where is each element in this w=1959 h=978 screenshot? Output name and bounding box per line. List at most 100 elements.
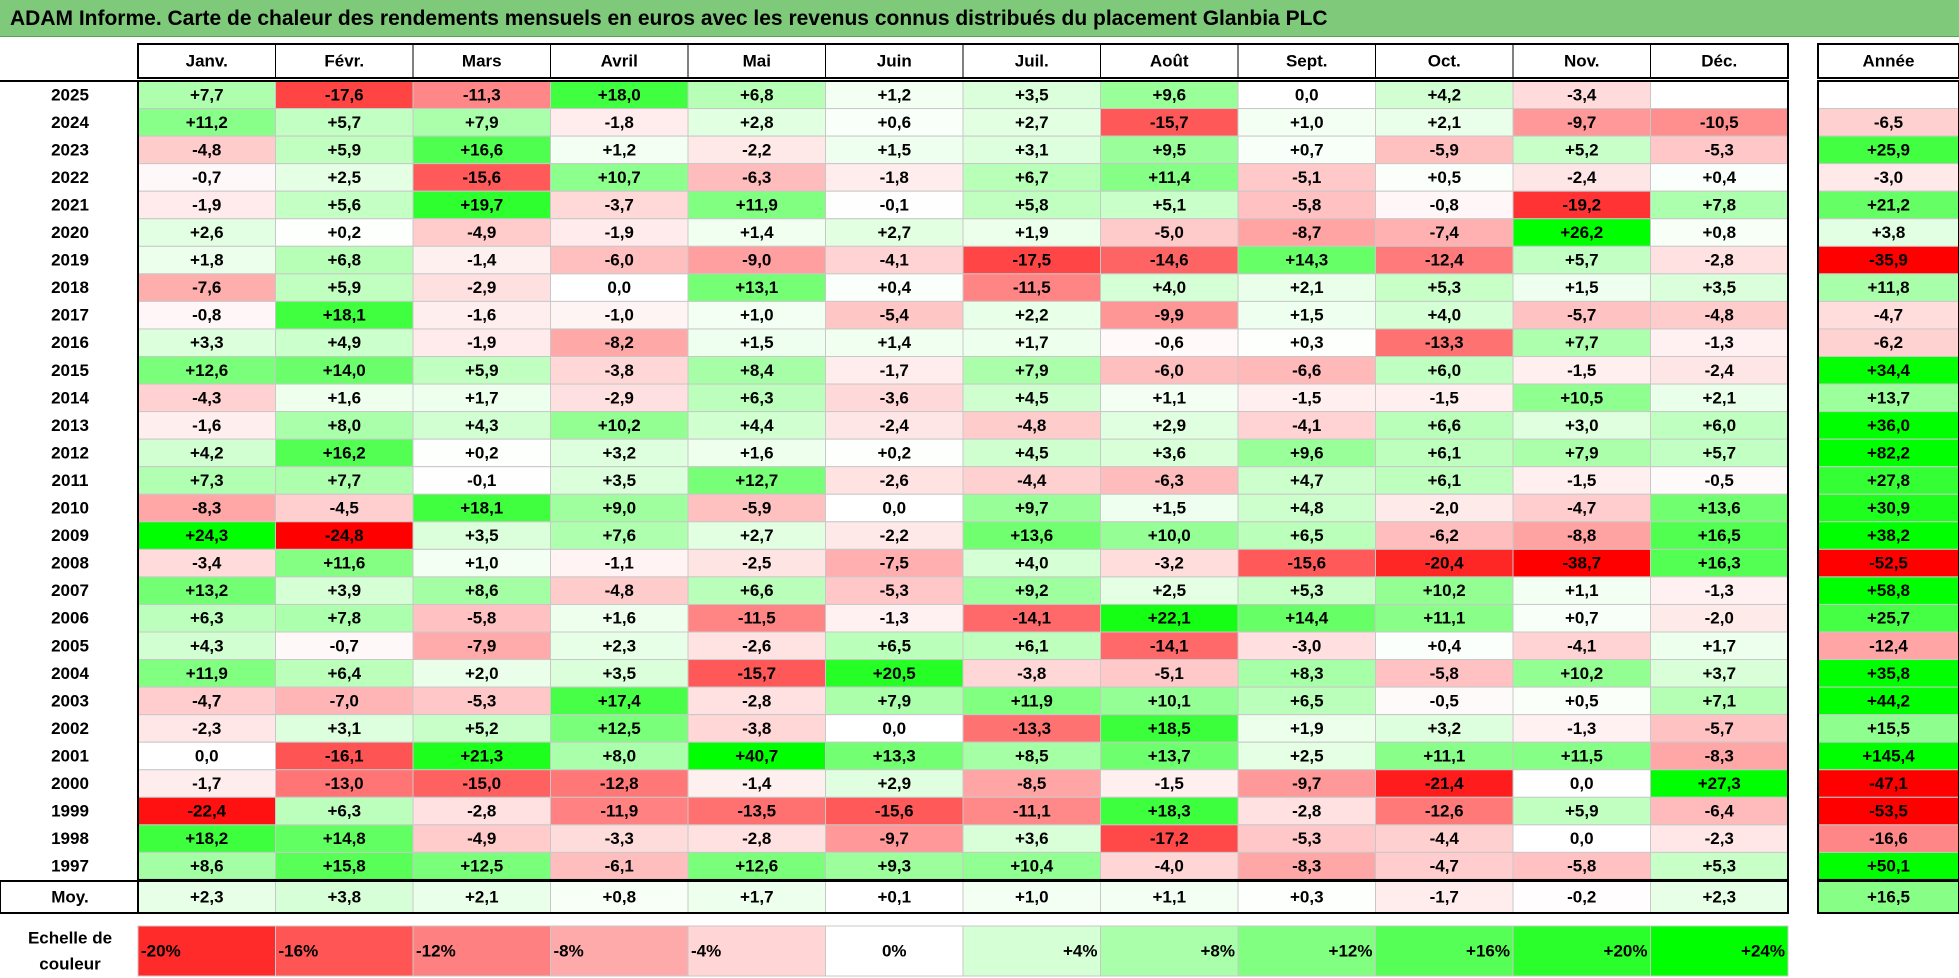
- heat-cell-value: +1,2: [602, 140, 636, 159]
- heat-cell-value: +17,4: [598, 691, 642, 710]
- heat-cell: [1375, 108, 1514, 137]
- heat-cell: [412, 548, 551, 578]
- scale-swatch: [825, 925, 964, 977]
- heat-cell-value: +14,0: [323, 361, 366, 380]
- heat-cell: [962, 576, 1101, 605]
- heat-cell: [1100, 548, 1239, 578]
- heat-cell-value: -2,2: [742, 140, 771, 159]
- month-header-9: Sept.: [1286, 52, 1328, 71]
- heat-cell-value: +11,1: [1423, 609, 1465, 628]
- heat-cell-value: -5,8: [1567, 857, 1596, 876]
- annual-cell-value: +25,7: [1867, 609, 1910, 628]
- average-cell-value: +0,3: [1290, 888, 1324, 907]
- heat-cell-value: -21,4: [1425, 774, 1464, 793]
- heat-cell: [1375, 548, 1514, 578]
- row-year-label: 2017: [51, 306, 89, 325]
- heat-cell: [962, 383, 1101, 413]
- heat-cell: [1650, 493, 1789, 523]
- heat-cell-value: -4,3: [192, 388, 221, 407]
- heat-cell: [1100, 714, 1239, 743]
- heat-cell-value: 0,0: [607, 278, 631, 297]
- heat-cell-value: -6,0: [605, 251, 634, 270]
- heat-cell: [275, 741, 414, 771]
- heat-cell-value: +11,4: [1148, 168, 1191, 187]
- heat-cell-value: +2,0: [465, 664, 499, 683]
- heat-cell: [550, 466, 689, 495]
- heat-cell-value: +1,1: [1565, 581, 1599, 600]
- heat-cell-value: +8,0: [602, 746, 636, 765]
- heat-cell-value: -1,5: [1155, 774, 1184, 793]
- heat-cell-value: -1,1: [605, 554, 634, 573]
- heat-cell-value: +4,2: [1427, 85, 1461, 104]
- heat-cell-value: +2,5: [327, 168, 361, 187]
- heat-cell: [825, 163, 964, 192]
- heat-cell-value: -17,2: [1150, 829, 1189, 848]
- heat-cell-value: +6,3: [327, 802, 361, 821]
- heat-cell-value: -5,3: [1292, 829, 1321, 848]
- heat-cell: [1375, 824, 1514, 853]
- heat-cell-value: +16,5: [1698, 526, 1741, 545]
- heat-cell-value: -5,7: [1567, 306, 1596, 325]
- annual-cell: [1817, 108, 1959, 137]
- heat-cell-value: -2,2: [880, 526, 909, 545]
- heat-cell-value: +10,2: [598, 416, 641, 435]
- heat-cell-value: -12,6: [1425, 802, 1464, 821]
- heat-cell-value: -10,5: [1700, 113, 1739, 132]
- heat-cell-value: -1,7: [192, 774, 221, 793]
- month-header-4: Avril: [601, 52, 638, 71]
- heat-cell-value: +13,6: [1698, 499, 1741, 518]
- heat-cell-value: -6,0: [1155, 361, 1184, 380]
- heat-cell-value: +11,5: [1561, 746, 1603, 765]
- heat-cell-value: -1,3: [1705, 333, 1734, 352]
- heat-cell: [137, 466, 276, 495]
- heat-cell: [962, 714, 1101, 743]
- heat-cell-value: -5,8: [467, 609, 496, 628]
- heat-cell: [550, 576, 689, 605]
- heat-cell-value: +7,1: [1702, 691, 1736, 710]
- heat-cell-value: -3,8: [742, 719, 771, 738]
- heat-cell: [1375, 218, 1514, 247]
- average-cell-value: +2,3: [1702, 888, 1736, 907]
- month-header-11: Nov.: [1564, 52, 1600, 71]
- heat-cell-value: +5,7: [1702, 443, 1736, 462]
- heat-cell-value: +40,7: [735, 746, 778, 765]
- heat-cell: [1375, 631, 1514, 661]
- heat-cell-value: +16,3: [1698, 554, 1741, 573]
- month-header-1: Janv.: [186, 52, 228, 71]
- heat-cell: [1375, 686, 1514, 716]
- heat-cell-value: +3,5: [602, 664, 636, 683]
- heat-cell-value: +11,9: [186, 664, 228, 683]
- scale-swatch-label: +4%: [1063, 942, 1098, 961]
- heat-cell-value: +6,3: [190, 609, 224, 628]
- heat-cell-value: -2,3: [1705, 829, 1734, 848]
- heat-cell-value: +1,5: [1290, 306, 1324, 325]
- heat-cell-value: +13,7: [1148, 746, 1191, 765]
- heat-cell-value: -2,9: [605, 388, 634, 407]
- heat-cell-value: -16,1: [325, 746, 364, 765]
- heat-cell: [550, 300, 689, 330]
- heat-cell-value: -4,8: [605, 581, 634, 600]
- heat-cell: [412, 438, 551, 468]
- heat-cell-value: +11,9: [736, 195, 778, 214]
- row-year-label: 2009: [51, 526, 89, 545]
- scale-swatch: [137, 925, 276, 977]
- heat-cell: [137, 741, 276, 771]
- heat-cell: [1100, 851, 1239, 881]
- heat-cell-value: +6,0: [1427, 361, 1461, 380]
- heat-cell: [1237, 218, 1376, 247]
- heat-cell-value: +7,9: [465, 113, 499, 132]
- heat-cell: [412, 659, 551, 688]
- heat-cell: [1237, 493, 1376, 523]
- heat-cell-value: -9,7: [1292, 774, 1321, 793]
- heat-cell: [1100, 218, 1239, 247]
- row-year-label: 2021: [51, 195, 89, 214]
- heat-cell-value: +2,3: [602, 636, 636, 655]
- heat-cell-value: +1,6: [740, 443, 774, 462]
- heat-cell-value: +10,4: [1010, 857, 1054, 876]
- row-year-label: 2016: [51, 333, 89, 352]
- heat-cell-value: +12,6: [735, 857, 778, 876]
- heat-cell-value: +1,7: [1702, 636, 1736, 655]
- heat-cell-value: +5,9: [327, 140, 361, 159]
- heat-cell-value: +10,7: [598, 168, 641, 187]
- heat-cell: [1512, 300, 1651, 330]
